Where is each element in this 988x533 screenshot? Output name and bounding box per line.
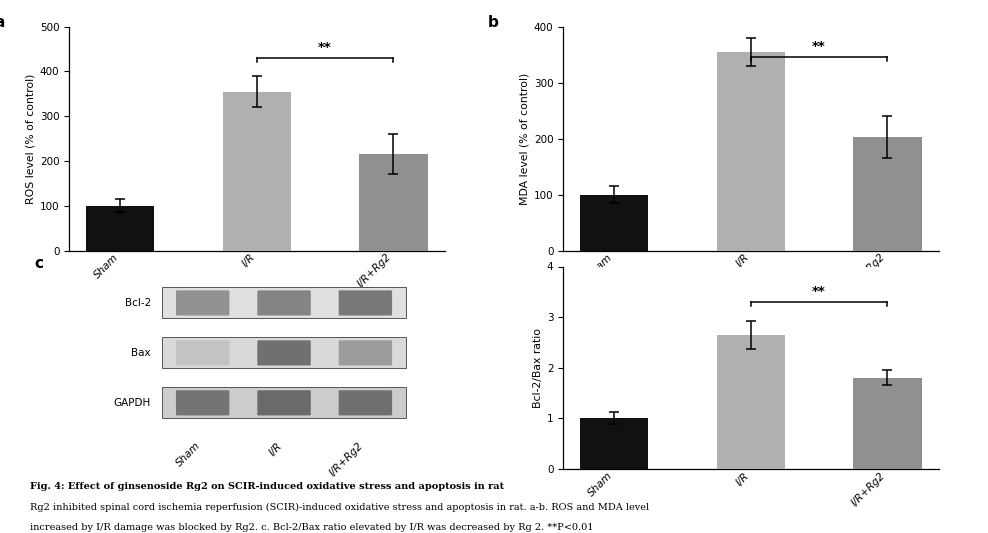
FancyBboxPatch shape <box>339 340 392 366</box>
Y-axis label: Bcl-2/Bax ratio: Bcl-2/Bax ratio <box>533 328 542 408</box>
Text: Rg2 inhibited spinal cord ischemia reperfusion (SCIR)-induced oxidative stress a: Rg2 inhibited spinal cord ischemia reper… <box>30 503 649 512</box>
Text: a: a <box>0 15 5 30</box>
Bar <box>162 337 406 368</box>
FancyBboxPatch shape <box>176 390 229 415</box>
Bar <box>580 195 648 251</box>
FancyBboxPatch shape <box>176 290 229 316</box>
Text: I/R+Rg2: I/R+Rg2 <box>328 441 366 478</box>
Y-axis label: ROS level (% of control): ROS level (% of control) <box>26 74 36 204</box>
FancyBboxPatch shape <box>339 390 392 415</box>
Bar <box>86 206 154 251</box>
FancyBboxPatch shape <box>257 290 311 316</box>
FancyBboxPatch shape <box>176 340 229 366</box>
Text: **: ** <box>318 41 332 54</box>
Text: GAPDH: GAPDH <box>114 398 151 408</box>
Text: Sham: Sham <box>175 441 203 469</box>
Text: Bax: Bax <box>131 348 151 358</box>
Bar <box>580 418 648 469</box>
Text: c: c <box>35 256 43 271</box>
Text: **: ** <box>812 41 826 53</box>
FancyBboxPatch shape <box>257 390 311 415</box>
Text: **: ** <box>812 285 826 298</box>
FancyBboxPatch shape <box>257 340 311 366</box>
Bar <box>162 287 406 318</box>
Bar <box>360 154 428 251</box>
Text: I/R: I/R <box>268 441 285 457</box>
Bar <box>854 378 922 469</box>
Bar <box>162 387 406 418</box>
Text: increased by I/R damage was blocked by Rg2. c. Bcl-2/Bax ratio elevated by I/R w: increased by I/R damage was blocked by R… <box>30 523 593 532</box>
Bar <box>222 92 291 251</box>
Text: Bcl-2: Bcl-2 <box>124 298 151 308</box>
Bar <box>854 137 922 251</box>
Bar <box>716 335 785 469</box>
Y-axis label: MDA level (% of control): MDA level (% of control) <box>520 72 530 205</box>
Text: Fig. 4: Effect of ginsenoside Rg2 on SCIR-induced oxidative stress and apoptosis: Fig. 4: Effect of ginsenoside Rg2 on SCI… <box>30 482 504 491</box>
Bar <box>716 52 785 251</box>
Text: b: b <box>488 15 499 30</box>
FancyBboxPatch shape <box>339 290 392 316</box>
